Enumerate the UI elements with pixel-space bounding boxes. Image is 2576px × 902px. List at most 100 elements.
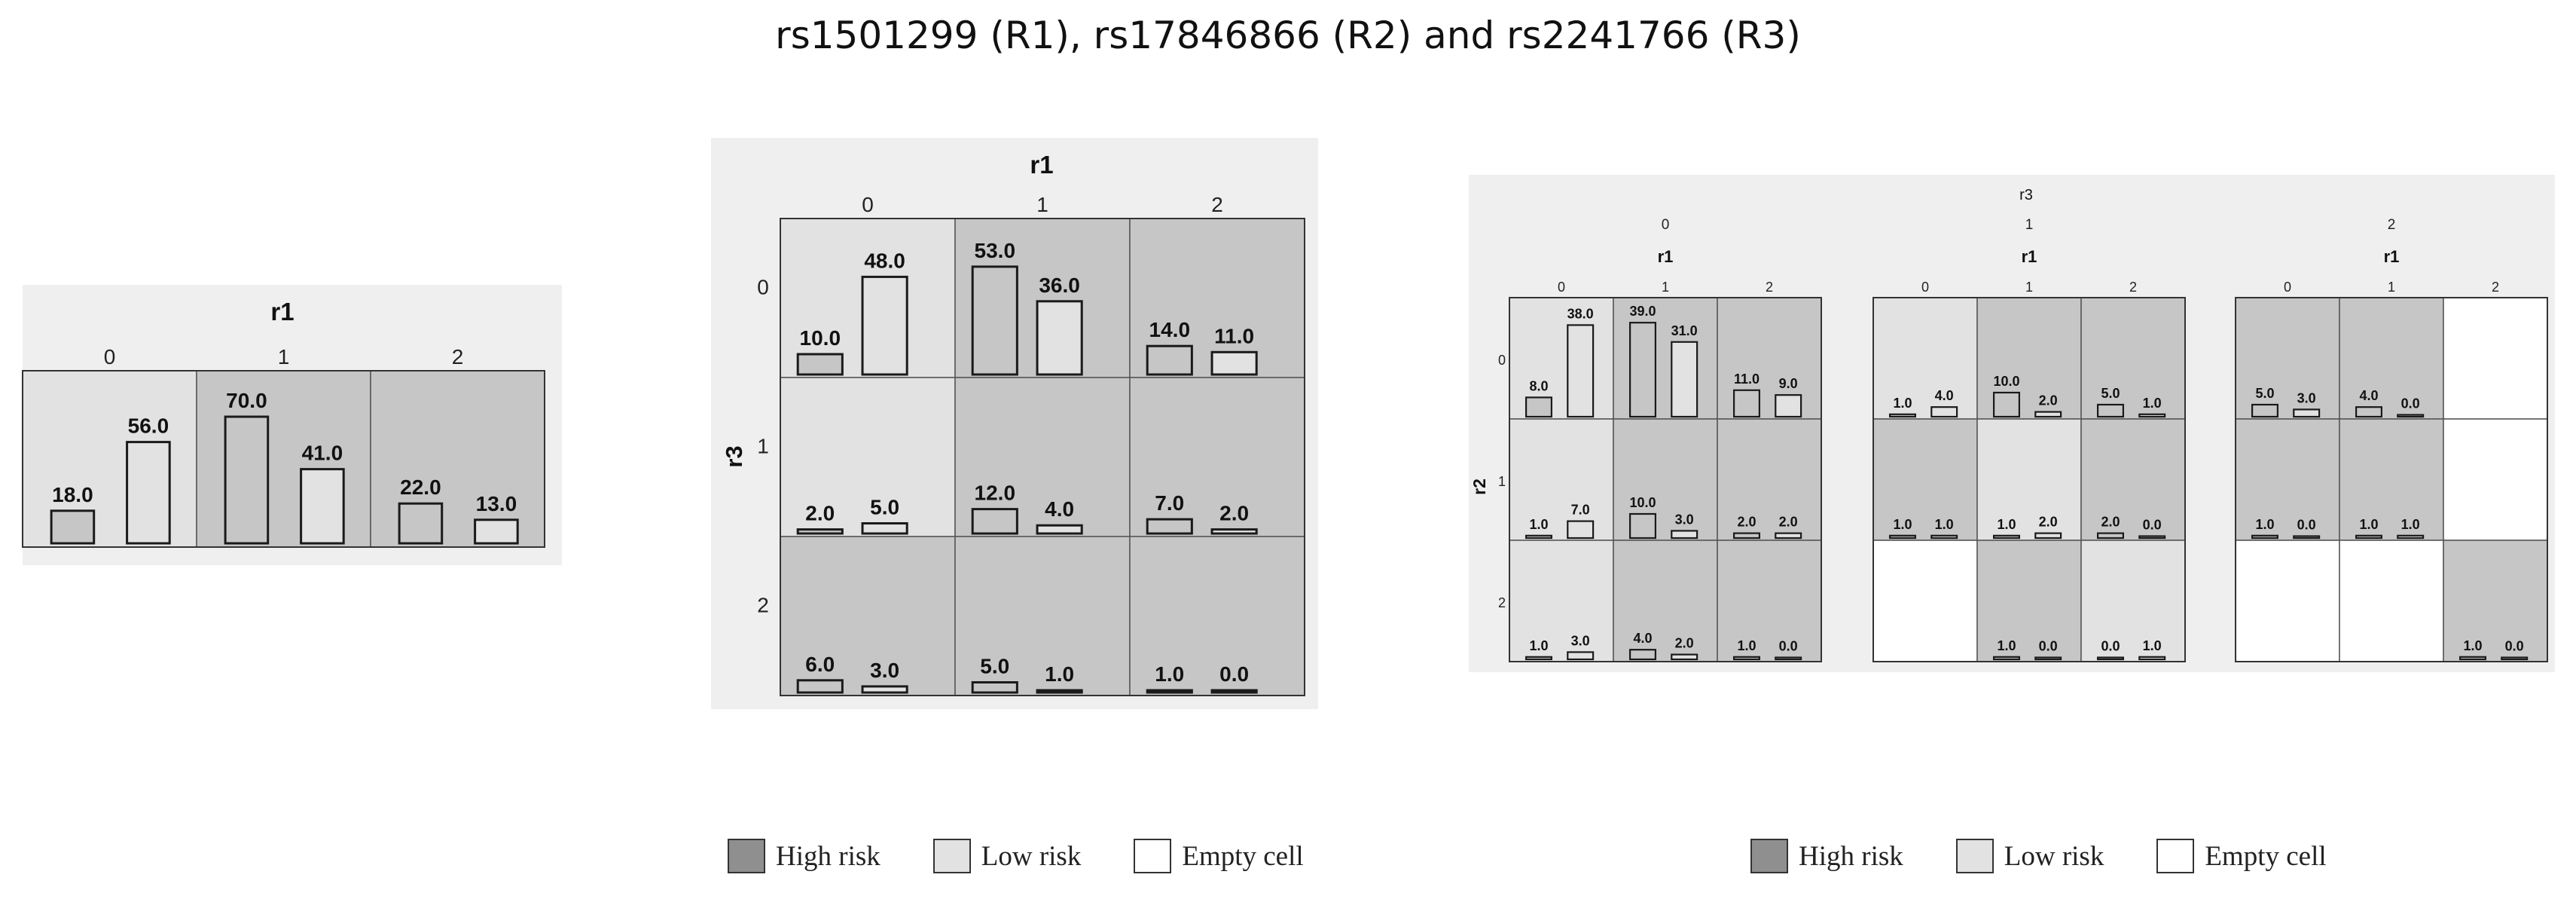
bar-high-risk: [2355, 406, 2382, 418]
data-label: 5.0: [2255, 386, 2274, 401]
legend-swatch-high-risk: [728, 839, 765, 873]
tick-label-r1: 0: [2284, 280, 2291, 295]
cell-low: [1509, 418, 1614, 541]
bar-low-risk: [2034, 532, 2062, 540]
bar-low-risk: [1210, 689, 1258, 694]
bar-high-risk: [1888, 534, 1916, 540]
data-label: 53.0: [975, 239, 1016, 262]
grid-border: [2235, 297, 2548, 662]
bar-low-risk: [1567, 651, 1595, 661]
figure-title: rs1501299 (R1), rs17846866 (R2) and rs22…: [775, 14, 1801, 57]
legend-label-empty-cell: Empty cell: [1182, 840, 1304, 872]
data-label: 1.0: [2359, 517, 2378, 532]
data-label: 0.0: [2401, 396, 2420, 411]
data-label: 5.0: [2101, 386, 2120, 401]
tick-label-r1: 1: [2025, 280, 2033, 295]
bar-low-risk: [1210, 528, 1258, 535]
bar-low-risk: [1210, 350, 1258, 376]
cell-high: [1129, 377, 1305, 537]
bar-low-risk: [2034, 411, 2062, 418]
data-label: 0.0: [2101, 639, 2120, 654]
data-label: 3.0: [1571, 633, 1590, 648]
bar-high-risk: [1888, 413, 1916, 418]
data-label: 36.0: [1039, 274, 1080, 297]
bar-high-risk: [1146, 344, 1193, 376]
tick-label-r2: 1: [1498, 474, 1506, 489]
data-label: 10.0: [1993, 374, 2019, 389]
bar-low-risk: [2293, 535, 2321, 540]
bar-low-risk: [1775, 394, 1802, 418]
data-label: 39.0: [1629, 304, 1656, 319]
bar-low-risk: [861, 685, 908, 694]
tick-label-r1: 0: [862, 193, 874, 216]
bar-high-risk: [2096, 532, 2124, 540]
data-label: 1.0: [2401, 517, 2420, 532]
data-label: 4.0: [1633, 631, 1652, 646]
data-label: 7.0: [1155, 491, 1184, 515]
bar-high-risk: [1732, 532, 1760, 540]
grid-border: [780, 218, 1305, 696]
legend-item-high-risk: High risk: [1750, 839, 1903, 873]
bar-high-risk: [1146, 689, 1193, 694]
bar-high-risk: [1992, 656, 2020, 661]
axis-label-r2: r2: [1470, 479, 1489, 495]
cell-high: [2080, 297, 2186, 420]
tick-label-r1: 2: [1766, 280, 1773, 295]
bar-low-risk: [1671, 341, 1699, 418]
bar-low-risk: [474, 518, 519, 545]
bar-low-risk: [2397, 534, 2425, 540]
cell-high: [1717, 297, 1822, 420]
legend-swatch-low-risk: [932, 839, 971, 873]
data-label: 2.0: [1219, 502, 1249, 525]
data-label: 1.0: [1155, 662, 1184, 686]
bar-low-risk: [861, 275, 908, 376]
cell-low: [780, 377, 956, 537]
data-label: 0.0: [1219, 662, 1249, 686]
tick-label-r1: 2: [1211, 193, 1223, 216]
data-label: 12.0: [975, 482, 1016, 505]
cell-low: [2080, 540, 2186, 662]
legend-swatch-high-risk: [1750, 839, 1788, 873]
bar-low-risk: [2034, 656, 2062, 661]
data-label: 0.0: [2039, 639, 2058, 654]
tick-label-r1: 0: [1558, 280, 1565, 295]
bar-high-risk: [796, 528, 844, 535]
data-label: 14.0: [1149, 318, 1191, 341]
tick-label-r3: 1: [2025, 217, 2034, 233]
bar-low-risk: [1930, 406, 1958, 418]
tick-label-r2: 0: [1498, 353, 1506, 368]
bar-low-risk: [2138, 535, 2166, 540]
data-label: 8.0: [1529, 378, 1548, 393]
tick-label-r3: 0: [757, 276, 769, 299]
data-label: 1.0: [2255, 517, 2274, 532]
data-label: 18.0: [52, 483, 93, 506]
bar-high-risk: [796, 679, 844, 694]
legend-label-empty-cell: Empty cell: [2205, 840, 2327, 872]
data-label: 4.0: [2359, 388, 2378, 403]
bar-high-risk: [2096, 656, 2124, 661]
cell-high: [1613, 540, 1718, 662]
tick-label-r3: 2: [757, 594, 769, 617]
bar-low-risk: [1930, 534, 1958, 540]
bar-high-risk: [1146, 518, 1193, 535]
data-label: 1.0: [1893, 396, 1912, 411]
tick-label-r1: 0: [1921, 280, 1929, 295]
bar-low-risk: [1036, 300, 1083, 376]
tick-label-r2: 2: [1498, 595, 1506, 610]
cell-empty: [2443, 297, 2548, 420]
bar-high-risk: [971, 265, 1018, 376]
data-label: 1.0: [1893, 517, 1912, 532]
bar-high-risk: [2355, 534, 2382, 540]
bar-high-risk: [2251, 534, 2278, 540]
data-label: 10.0: [1629, 495, 1656, 510]
bar-low-risk: [126, 441, 171, 545]
data-label: 1.0: [1935, 517, 1954, 532]
data-label: 1.0: [1045, 662, 1074, 686]
data-label: 1.0: [1997, 638, 2016, 653]
cell-low: [1509, 540, 1614, 662]
data-label: 6.0: [805, 653, 835, 676]
bar-high-risk: [1992, 534, 2020, 540]
bar-high-risk: [971, 681, 1018, 694]
cell-empty: [2443, 418, 2548, 541]
